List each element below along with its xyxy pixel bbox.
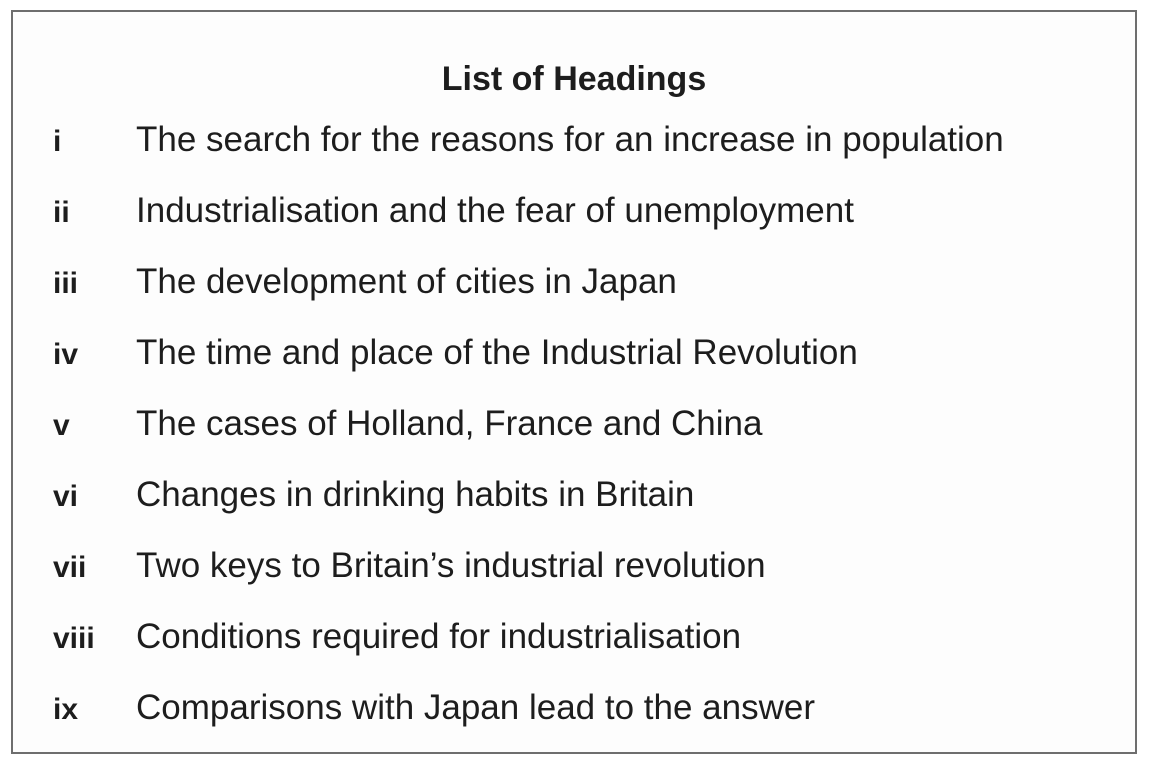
- heading-numeral: vi: [53, 480, 79, 513]
- heading-numeral: iv: [53, 338, 79, 371]
- list-title: List of Headings: [441, 60, 707, 98]
- heading-numeral: iii: [53, 267, 79, 300]
- heading-item-v: v The cases of Holland, France and China: [13, 402, 1135, 448]
- heading-text: Industrialisation and the fear of unempl…: [136, 191, 854, 230]
- heading-text: Conditions required for industrialisatio…: [136, 617, 742, 656]
- headings-box: List of Headings i The search for the re…: [11, 10, 1137, 754]
- heading-item-viii: viii Conditions required for industriali…: [13, 615, 1135, 661]
- heading-numeral: ii: [53, 196, 70, 229]
- heading-item-iii: iii The development of cities in Japan: [13, 260, 1135, 306]
- heading-text: Comparisons with Japan lead to the answe…: [136, 688, 815, 727]
- heading-item-ii: ii Industrialisation and the fear of une…: [13, 189, 1135, 235]
- heading-text: The search for the reasons for an increa…: [136, 120, 1004, 159]
- heading-text: The time and place of the Industrial Rev…: [136, 333, 858, 372]
- heading-item-vi: vi Changes in drinking habits in Britain: [13, 473, 1135, 519]
- heading-text: The cases of Holland, France and China: [136, 404, 763, 443]
- heading-text: Changes in drinking habits in Britain: [136, 475, 695, 514]
- heading-item-ix: ix Comparisons with Japan lead to the an…: [13, 686, 1135, 732]
- heading-numeral: ix: [53, 693, 79, 726]
- heading-text: The development of cities in Japan: [136, 262, 677, 301]
- heading-text: Two keys to Britain’s industrial revolut…: [136, 546, 766, 585]
- heading-numeral: i: [53, 125, 62, 158]
- heading-numeral: v: [53, 409, 70, 442]
- heading-item-iv: iv The time and place of the Industrial …: [13, 331, 1135, 377]
- heading-numeral: viii: [53, 622, 95, 655]
- heading-item-i: i The search for the reasons for an incr…: [13, 118, 1135, 164]
- heading-item-vii: vii Two keys to Britain’s industrial rev…: [13, 544, 1135, 590]
- heading-numeral: vii: [53, 551, 87, 584]
